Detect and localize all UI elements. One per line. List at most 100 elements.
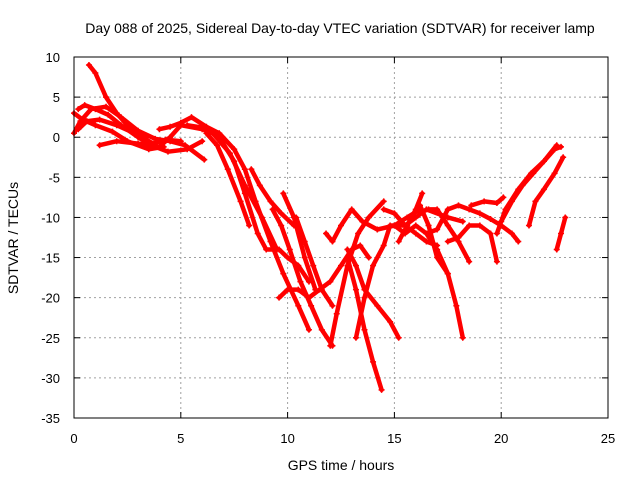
data-point <box>487 230 494 237</box>
plot-frame <box>73 56 609 419</box>
data-point <box>167 134 174 141</box>
data-point <box>214 142 221 149</box>
series-sat-09 <box>203 130 253 229</box>
data-point <box>103 94 110 101</box>
data-point <box>498 218 505 225</box>
data-point <box>459 334 466 341</box>
y-tick-label: 10 <box>46 50 60 65</box>
data-point <box>167 123 174 130</box>
data-point <box>199 138 206 145</box>
data-point <box>231 158 238 165</box>
data-point <box>297 278 304 285</box>
data-point <box>425 206 432 213</box>
data-point <box>224 166 231 173</box>
data-point <box>96 142 103 149</box>
data-point <box>308 302 315 309</box>
data-point <box>558 230 565 237</box>
data-point <box>318 326 325 333</box>
series-line <box>445 223 500 264</box>
series-line <box>76 102 205 154</box>
data-point <box>276 246 283 253</box>
y-tick-label: -30 <box>41 371 60 386</box>
data-point <box>434 206 441 213</box>
data-point <box>395 334 402 341</box>
series-sat-16 <box>327 198 387 349</box>
data-point <box>417 202 424 209</box>
axis-ticks <box>73 56 609 419</box>
data-point <box>374 302 381 309</box>
data-point <box>558 143 565 150</box>
series-sat-01 <box>85 62 150 141</box>
data-point <box>404 222 411 229</box>
data-point <box>295 286 302 293</box>
data-point <box>532 198 539 205</box>
series-line <box>281 191 318 292</box>
data-point <box>203 130 210 137</box>
data-point <box>301 238 308 245</box>
data-point <box>551 146 558 153</box>
data-point <box>402 230 409 237</box>
data-point <box>459 218 466 225</box>
data-point <box>444 222 451 229</box>
data-point <box>177 119 184 126</box>
data-point <box>365 254 372 261</box>
data-point <box>323 230 330 237</box>
data-point <box>455 234 462 241</box>
series-sat-26 <box>444 222 500 265</box>
data-point <box>370 262 377 269</box>
data-point <box>476 222 483 229</box>
data-point <box>540 158 547 165</box>
data-point <box>267 198 274 205</box>
data-point <box>560 154 567 161</box>
data-point <box>476 210 483 217</box>
y-tick-label: -15 <box>41 251 60 266</box>
series-sat-31 <box>553 214 569 253</box>
y-tick-label: -10 <box>41 210 60 225</box>
data-point <box>370 358 377 365</box>
data-point <box>453 302 460 309</box>
data-point <box>378 386 385 393</box>
data-point <box>135 140 142 147</box>
data-point <box>423 238 430 245</box>
data-point <box>75 106 82 113</box>
data-point <box>395 238 402 245</box>
x-tick-label: 5 <box>177 431 184 446</box>
data-point <box>333 310 340 317</box>
data-point <box>216 134 223 141</box>
y-tick-label: -5 <box>48 170 60 185</box>
data-point <box>525 222 532 229</box>
y-tick-label: -20 <box>41 291 60 306</box>
data-point <box>305 326 312 333</box>
data-point <box>305 294 312 301</box>
data-point <box>423 230 430 237</box>
data-point <box>252 198 259 205</box>
data-point <box>412 222 419 229</box>
data-point <box>466 258 473 265</box>
data-point <box>540 186 547 193</box>
data-point <box>508 230 515 237</box>
data-point <box>182 142 189 149</box>
data-point <box>361 294 368 301</box>
data-point <box>344 254 351 261</box>
data-point <box>295 302 302 309</box>
x-tick-label: 20 <box>494 431 508 446</box>
data-point <box>246 222 253 229</box>
data-point <box>201 156 208 163</box>
data-point <box>348 206 355 213</box>
data-point <box>380 198 387 205</box>
series-sat-19 <box>344 254 385 393</box>
data-point <box>562 214 569 221</box>
x-tick-label: 10 <box>280 431 294 446</box>
x-tick-labels: 0 5 10 15 20 25 <box>70 431 615 446</box>
data-point <box>117 122 124 129</box>
series-line <box>424 203 521 244</box>
data-point <box>310 262 317 269</box>
data-point <box>241 190 248 197</box>
data-point <box>241 166 248 173</box>
data-point <box>188 114 195 121</box>
data-point <box>344 246 351 253</box>
data-point <box>380 242 387 249</box>
series-line <box>469 195 506 208</box>
data-series-group <box>71 62 569 393</box>
